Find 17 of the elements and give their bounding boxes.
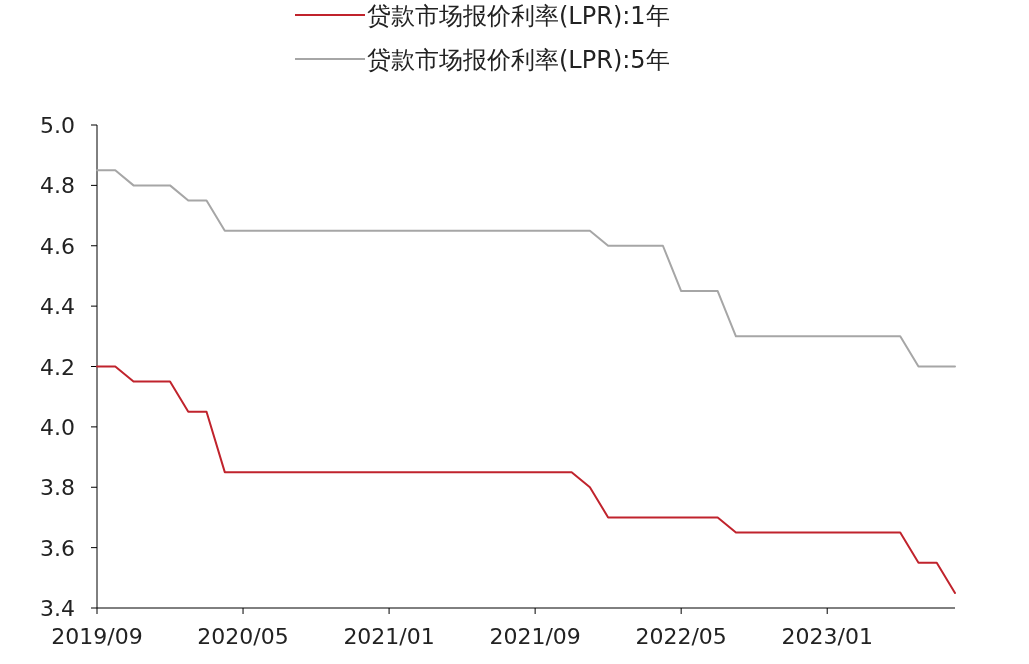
y-tick-label: 4.2 (40, 354, 75, 380)
x-tick-label: 2019/09 (51, 624, 143, 649)
x-tick-label: 2020/05 (197, 624, 289, 649)
y-tick-label: 3.6 (40, 535, 75, 561)
legend-label: 贷款市场报价利率(LPR):1年 (367, 2, 670, 30)
x-tick-label: 2021/01 (343, 624, 435, 649)
x-tick-label: 2022/05 (635, 624, 727, 649)
y-tick-label: 4.0 (40, 414, 75, 440)
y-tick-label: 4.6 (40, 233, 75, 259)
y-tick-label: 3.4 (40, 596, 75, 621)
y-tick-label: 4.4 (40, 294, 75, 320)
legend-label: 贷款市场报价利率(LPR):5年 (367, 46, 670, 74)
y-tick-label: 5.0 (40, 113, 75, 138)
x-tick-label: 2021/09 (489, 624, 581, 649)
y-tick-label: 3.8 (40, 475, 75, 501)
y-tick-label: 4.8 (40, 173, 75, 199)
x-tick-label: 2023/01 (781, 624, 873, 649)
